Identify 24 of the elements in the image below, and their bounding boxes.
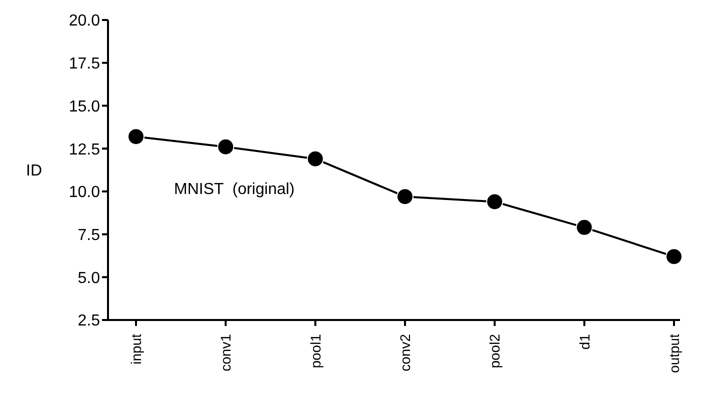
x-tick-label: conv1	[218, 334, 234, 372]
annotation: MNIST (original)	[174, 181, 295, 199]
y-axis-title: ID	[26, 162, 42, 180]
point	[396, 188, 414, 206]
x-tick-label: pool1	[307, 334, 324, 368]
x-tick-label: d1	[576, 334, 592, 350]
point	[486, 193, 504, 210]
y-tick-label: 20.0	[68, 12, 100, 30]
point	[306, 150, 324, 168]
point	[128, 128, 144, 146]
y-tick-label: 7.5	[78, 226, 100, 244]
point	[217, 138, 234, 156]
y-tick-label: 12.5	[68, 141, 100, 158]
x-tick-label: output	[666, 334, 682, 373]
point	[576, 218, 593, 236]
y-tick-label: 2.5	[78, 312, 100, 330]
y-tick-label: 10.0	[68, 184, 100, 202]
y-tick-label: 15.0	[68, 98, 100, 116]
y-tick-label: 5.0	[78, 270, 100, 287]
point	[666, 248, 682, 266]
x-tick-label: conv2	[397, 334, 413, 372]
x-tick-label: pool2	[486, 334, 503, 368]
x-tick-label: input	[128, 334, 144, 364]
y-tick-label: 17.5	[68, 56, 100, 73]
